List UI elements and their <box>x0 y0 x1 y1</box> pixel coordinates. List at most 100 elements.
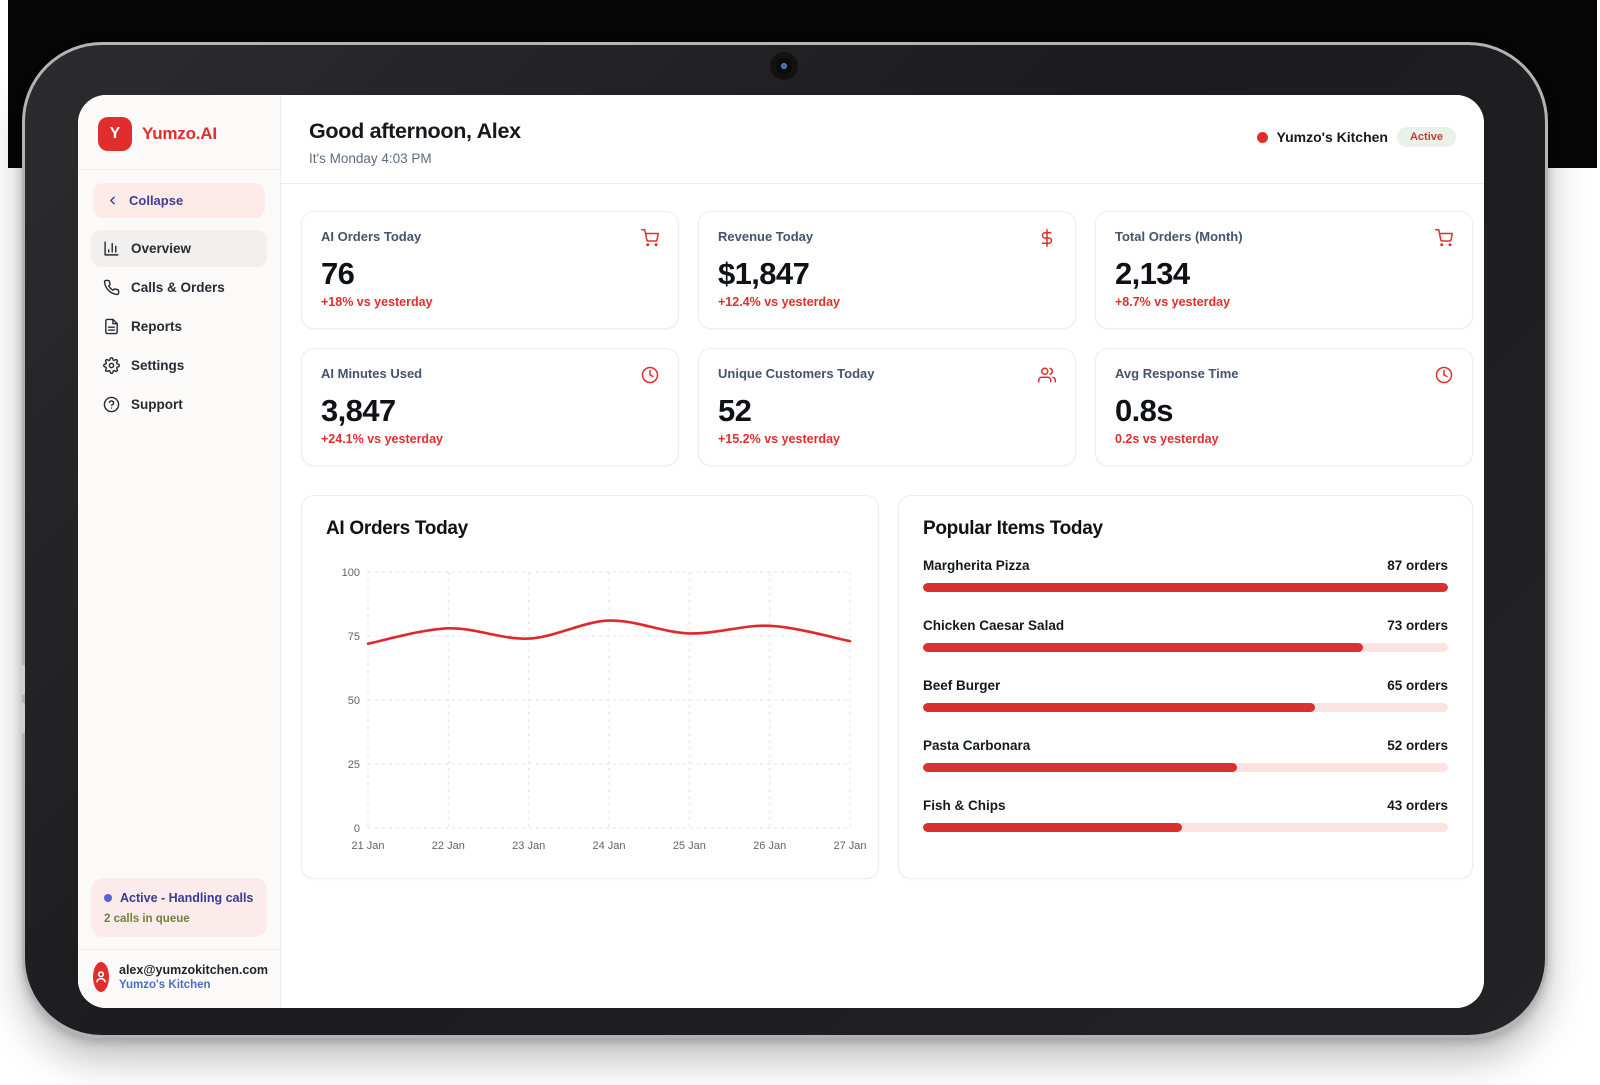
help-circle-icon <box>103 396 120 413</box>
item-order-count: 73 orders <box>1387 618 1448 633</box>
sidebar-item-label: Calls & Orders <box>131 280 225 295</box>
order-bar-track <box>923 703 1448 712</box>
user-account[interactable]: alex@yumzokitchen.com Yumzo's Kitchen <box>78 950 280 1008</box>
orders-chart-card: AI Orders Today 0 25 50 75 100 21 Jan 22 Jan 23… <box>301 495 879 879</box>
stat-card-ai-orders-today: AI Orders Today 76 +18% vs yesterday <box>301 211 679 329</box>
order-bar-fill <box>923 703 1316 712</box>
stat-delta: +24.1% vs yesterday <box>321 432 443 446</box>
collapse-sidebar-button[interactable]: Collapse <box>93 183 265 218</box>
app-window: Y Yumzo.AI Collapse Overview Calls & Orde… <box>78 95 1484 1008</box>
item-name: Pasta Carbonara <box>923 738 1031 753</box>
sidebar-spacer <box>78 423 280 878</box>
svg-text:27 Jan: 27 Jan <box>833 840 866 852</box>
stat-card-ai-minutes-used: AI Minutes Used 3,847 +24.1% vs yesterday <box>301 348 679 466</box>
svg-text:25 Jan: 25 Jan <box>673 840 706 852</box>
sidebar: Y Yumzo.AI Collapse Overview Calls & Orde… <box>78 95 281 1008</box>
stat-card-total-orders-month: Total Orders (Month) 2,134 +8.7% vs yester… <box>1095 211 1473 329</box>
order-bar-fill <box>923 763 1237 772</box>
item-name: Chicken Caesar Salad <box>923 618 1065 633</box>
stats-grid: AI Orders Today 76 +18% vs yesterday Revenu… <box>301 211 1473 466</box>
bar-chart-icon <box>103 240 120 257</box>
stat-label: AI Orders Today <box>321 229 422 244</box>
file-text-icon <box>103 318 120 335</box>
svg-text:21 Jan: 21 Jan <box>351 840 384 852</box>
order-bar-fill <box>923 823 1183 832</box>
logo-initial: Y <box>109 125 121 142</box>
agent-status-card: Active - Handling calls 2 calls in queue <box>91 878 267 937</box>
camera-lens <box>781 63 787 69</box>
cart-icon <box>641 229 659 247</box>
stat-value: 0.8s <box>1115 393 1174 428</box>
page-header: Good afternoon, Alex It's Monday 4:03 PM… <box>281 95 1484 184</box>
sidebar-item-overview[interactable]: Overview <box>91 230 267 267</box>
order-bar-track <box>923 763 1448 772</box>
stat-value: 52 <box>718 393 752 428</box>
sidebar-item-support[interactable]: Support <box>91 386 267 423</box>
svg-text:23 Jan: 23 Jan <box>512 840 545 852</box>
front-camera-icon <box>776 58 792 74</box>
chevron-left-icon <box>106 194 119 207</box>
item-name: Beef Burger <box>923 678 1001 693</box>
stat-label: Revenue Today <box>718 229 814 244</box>
popular-item-margherita-pizza: Margherita Pizza 87 orders <box>923 558 1448 592</box>
clock-icon <box>1435 366 1453 384</box>
sidebar-item-settings[interactable]: Settings <box>91 347 267 384</box>
volume-button <box>21 703 25 733</box>
sidebar-item-label: Overview <box>131 241 192 256</box>
stat-delta: 0.2s vs yesterday <box>1115 432 1219 446</box>
cart-icon <box>1435 229 1453 247</box>
status-text: Active - Handling calls <box>120 891 254 905</box>
popular-item-fish-chips: Fish & Chips 43 orders <box>923 798 1448 832</box>
sidebar-item-label: Reports <box>131 319 183 334</box>
collapse-label: Collapse <box>129 193 184 208</box>
logo-mark: Y <box>98 117 132 151</box>
app-logo: Y Yumzo.AI <box>78 95 280 169</box>
popular-item-pasta-carbonara: Pasta Carbonara 52 orders <box>923 738 1448 772</box>
stat-label: AI Minutes Used <box>321 366 423 381</box>
popular-item-chicken-caesar-salad: Chicken Caesar Salad 73 orders <box>923 618 1448 652</box>
order-bar-track <box>923 583 1448 592</box>
item-order-count: 87 orders <box>1387 558 1448 573</box>
queue-count: 2 calls in queue <box>104 913 190 925</box>
stat-value: 76 <box>321 256 355 291</box>
restaurant-name: Yumzo's Kitchen <box>1276 129 1388 145</box>
sidebar-item-calls-orders[interactable]: Calls & Orders <box>91 269 267 306</box>
sidebar-divider <box>78 169 280 170</box>
svg-text:75: 75 <box>348 631 360 643</box>
sidebar-item-reports[interactable]: Reports <box>91 308 267 345</box>
orders-line-chart: 0 25 50 75 100 21 Jan 22 Jan 23 Jan 24 Jan 25 Jan… <box>326 558 867 856</box>
restaurant-status-dot <box>1256 131 1268 143</box>
item-order-count: 52 orders <box>1387 738 1448 753</box>
phone-icon <box>103 279 120 296</box>
stat-delta: +8.7% vs yesterday <box>1115 295 1231 309</box>
stat-value: $1,847 <box>718 256 810 291</box>
svg-text:26 Jan: 26 Jan <box>753 840 786 852</box>
order-bar-fill <box>923 583 1448 592</box>
main-content: Good afternoon, Alex It's Monday 4:03 PM… <box>281 95 1484 1008</box>
svg-text:0: 0 <box>354 823 360 835</box>
sidebar-divider <box>78 949 280 950</box>
users-icon <box>1038 366 1056 384</box>
svg-text:50: 50 <box>348 695 360 707</box>
user-avatar-icon <box>93 962 109 992</box>
active-badge: Active <box>1396 127 1456 147</box>
svg-text:25: 25 <box>348 759 360 771</box>
svg-text:24 Jan: 24 Jan <box>592 840 625 852</box>
stat-value: 2,134 <box>1115 256 1190 291</box>
sidebar-nav: Overview Calls & Orders Reports Settings Sup… <box>91 230 267 423</box>
svg-text:22 Jan: 22 Jan <box>432 840 465 852</box>
popular-item-beef-burger: Beef Burger 65 orders <box>923 678 1448 712</box>
user-org: Yumzo's Kitchen <box>119 979 211 991</box>
stat-card-revenue-today: Revenue Today $1,847 +12.4% vs yesterday <box>698 211 1076 329</box>
stat-delta: +12.4% vs yesterday <box>718 295 840 309</box>
gear-icon <box>103 357 120 374</box>
order-bar-fill <box>923 643 1364 652</box>
item-name: Margherita Pizza <box>923 558 1030 573</box>
order-bar-track <box>923 823 1448 832</box>
clock-icon <box>641 366 659 384</box>
svg-text:100: 100 <box>342 567 360 579</box>
popular-items-card: Popular Items Today Margherita Pizza 87 o… <box>898 495 1473 879</box>
sidebar-item-label: Settings <box>131 358 185 373</box>
dashboard-content: AI Orders Today 76 +18% vs yesterday Revenu… <box>281 184 1484 903</box>
sidebar-item-label: Support <box>131 397 183 412</box>
